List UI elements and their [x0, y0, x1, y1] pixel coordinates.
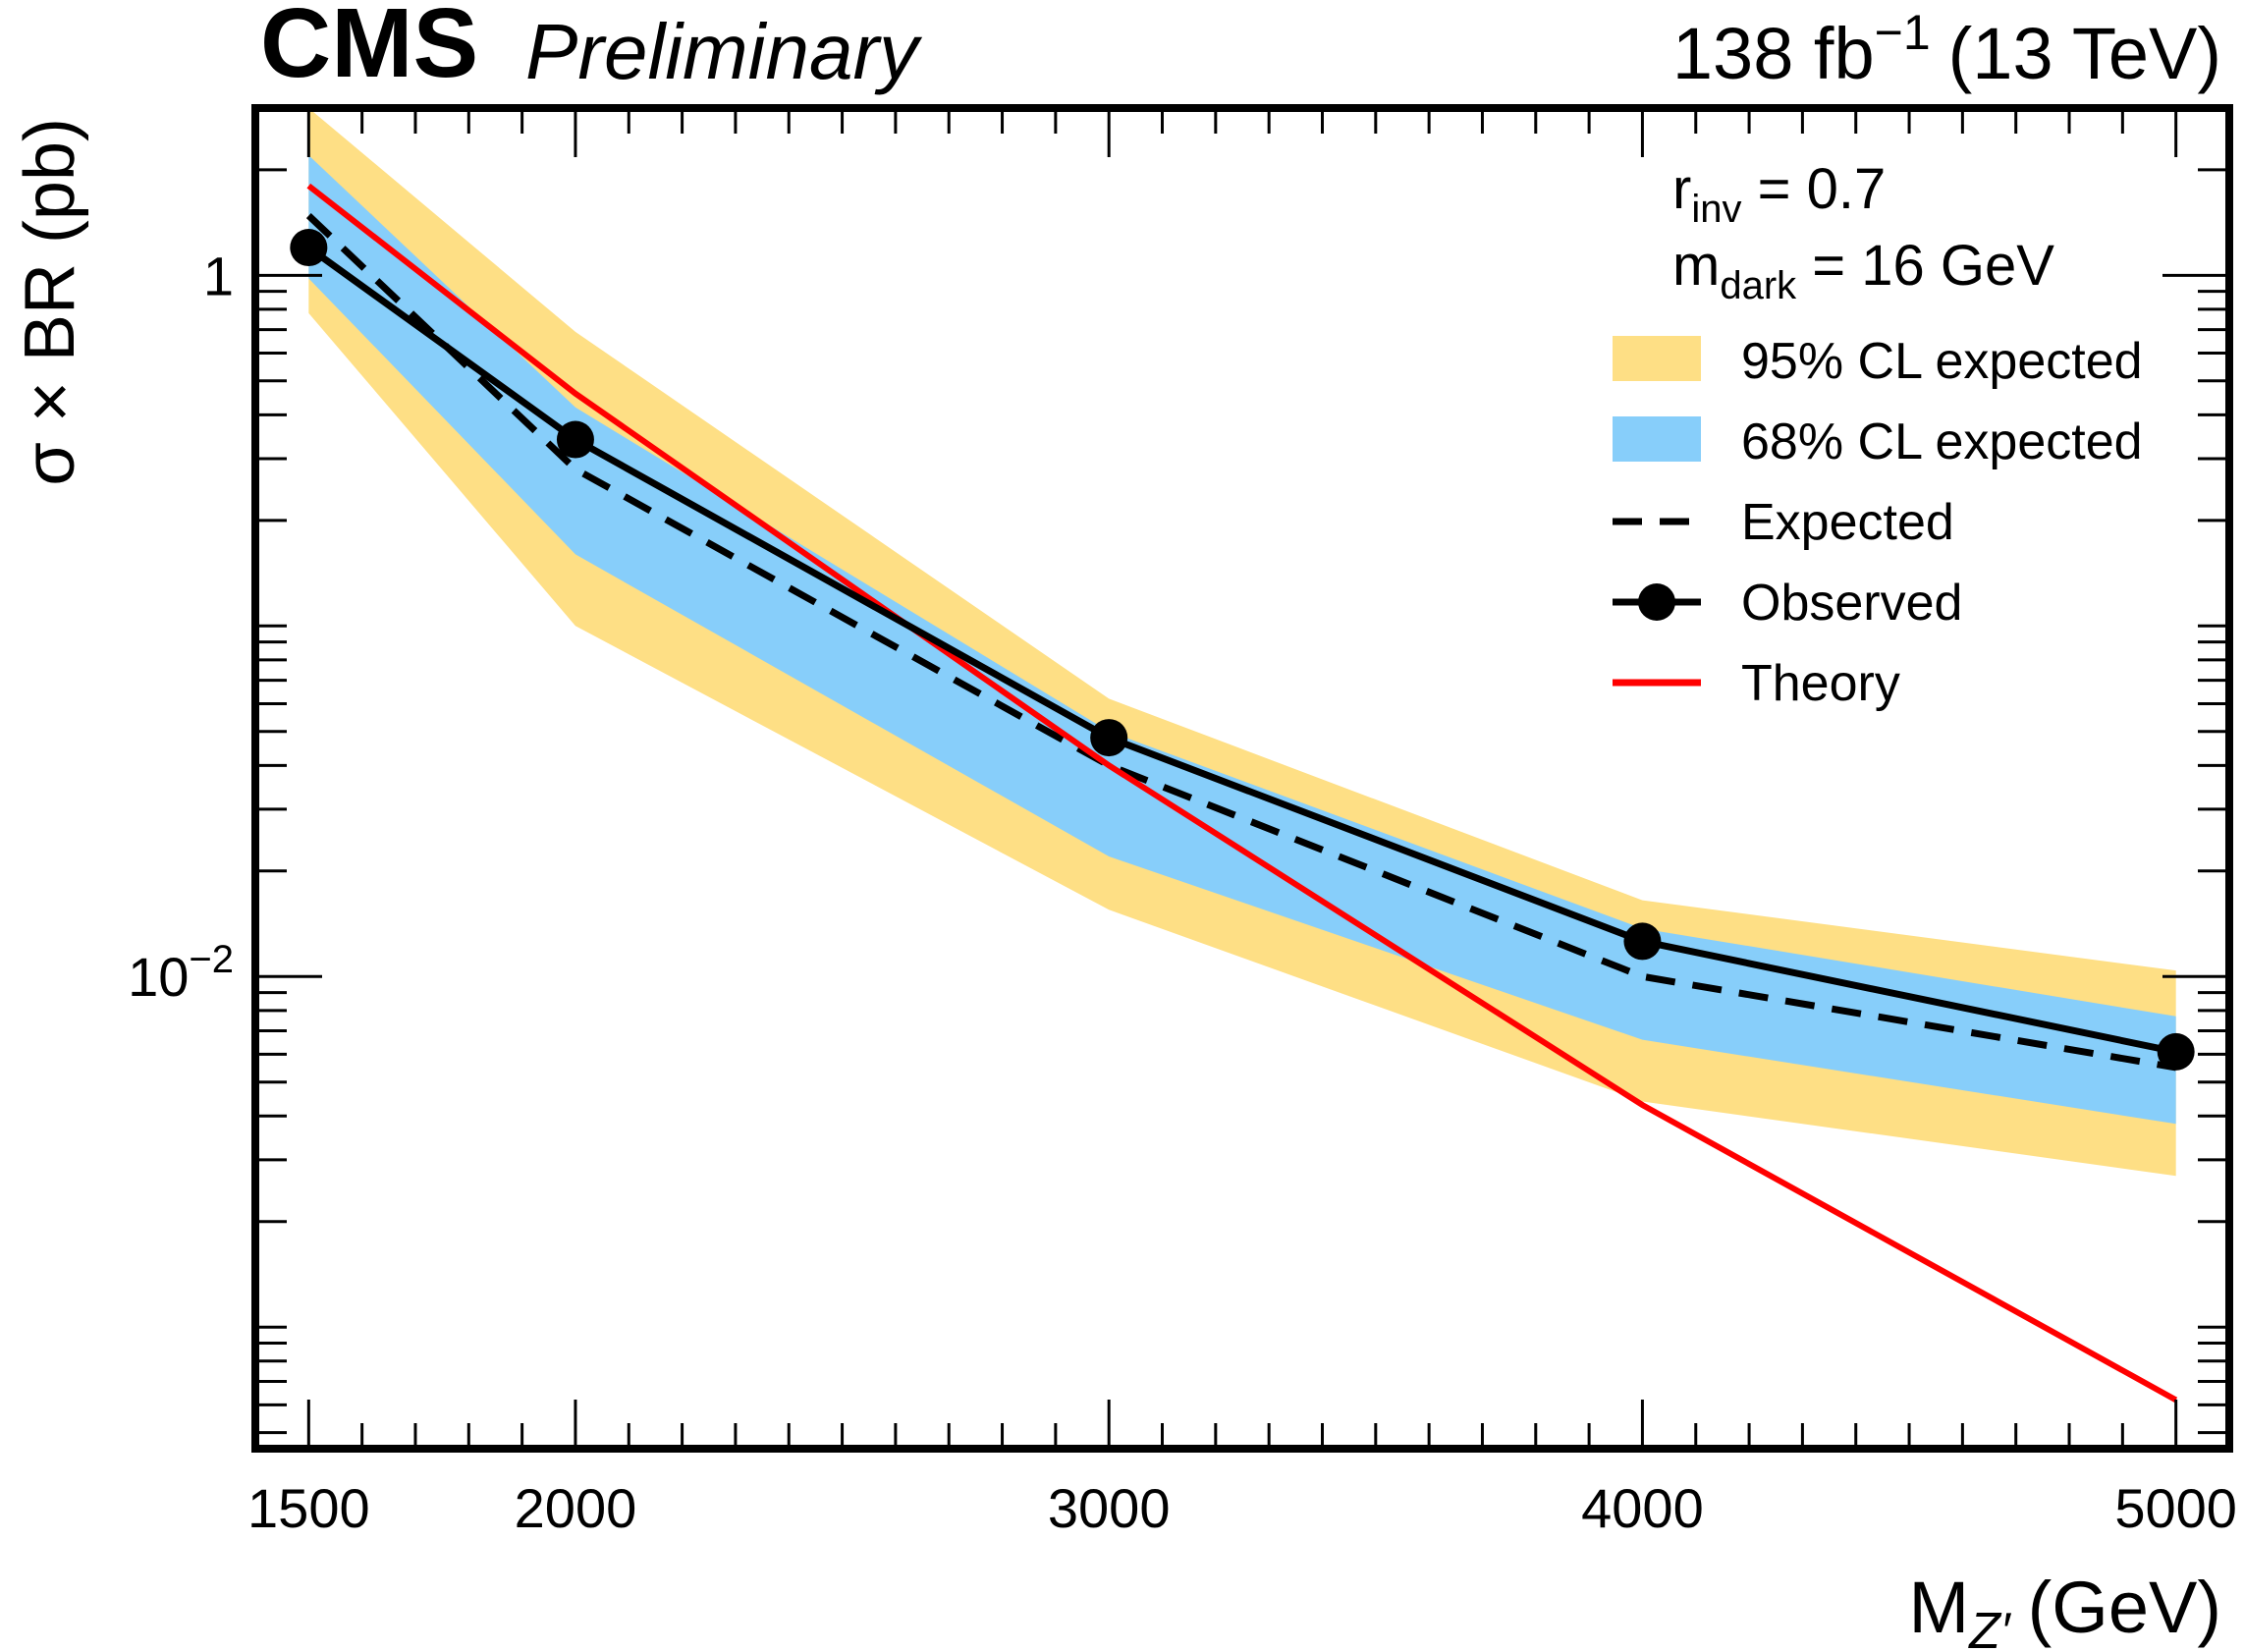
annotation-mdark-sub: dark: [1720, 264, 1797, 307]
plot-frame: [251, 104, 2233, 1453]
annotation-rinv-sub: inv: [1691, 188, 1741, 231]
lumi-exponent: −1: [1875, 5, 1931, 60]
y-tick-label: 1: [203, 245, 234, 306]
preliminary-label: Preliminary: [525, 8, 923, 95]
y-tick-label-base: 10: [128, 946, 189, 1008]
legend-swatch-95: [1613, 336, 1701, 381]
x-tick-label: 2000: [515, 1477, 637, 1539]
legend-swatch-68: [1613, 416, 1701, 462]
expected-line: [305, 213, 2177, 1072]
legend-label-theory: Theory: [1741, 655, 1900, 712]
lumi-value: 138 fb: [1672, 13, 1875, 94]
annotation-mdark-rest: = 16 GeV: [1796, 234, 2054, 298]
observed-point: [290, 229, 328, 267]
theory-line: [306, 183, 2178, 1403]
y-tick-label-base: 1: [203, 245, 234, 306]
y-axis-label: σ × BR (pb): [11, 118, 89, 486]
y-tick-label: 10−2: [128, 938, 234, 1008]
y-tick-label-exponent: −2: [189, 938, 234, 981]
annotation-mdark: mdark = 16 GeV: [1672, 234, 2054, 307]
plot-content: [290, 108, 2195, 1403]
annotation-mdark-main: m: [1672, 234, 1720, 298]
annotation-rinv: rinv = 0.7: [1672, 157, 1886, 231]
x-tick-label: 4000: [1581, 1477, 1704, 1539]
annotation-rinv-rest: = 0.7: [1741, 157, 1886, 221]
observed-point: [1090, 719, 1128, 757]
x-tick-label: 1500: [247, 1477, 370, 1539]
lumi-energy: (13 TeV): [1948, 13, 2221, 94]
x-axis-label-main: M: [1908, 1567, 1969, 1648]
legend-label-expected: Expected: [1741, 494, 1954, 551]
legend-swatch-observed-marker: [1638, 583, 1675, 621]
cms-label: CMS: [260, 0, 478, 98]
legend-label-95: 95% CL expected: [1741, 333, 2143, 390]
observed-point: [2157, 1032, 2195, 1071]
x-tick-label: 5000: [2114, 1477, 2237, 1539]
x-tick-label: 3000: [1048, 1477, 1171, 1539]
luminosity-label: 138 fb−1 (13 TeV): [1672, 5, 2221, 94]
band-68-cl: [308, 155, 2176, 1125]
axes: 1500 2000 3000 4000 5000 1 10−2: [128, 106, 2237, 1539]
legend-label-68: 68% CL expected: [1741, 413, 2143, 470]
x-axis-label: MZ′ (GeV): [1908, 1567, 2221, 1652]
observed-point: [556, 420, 594, 459]
x-axis-label-sub: Z′: [1967, 1603, 2012, 1652]
observed-point: [1623, 922, 1662, 961]
legend-label-observed: Observed: [1741, 575, 1962, 632]
annotation-rinv-main: r: [1672, 157, 1691, 221]
legend: 95% CL expected 68% CL expected Expected…: [1613, 333, 2143, 712]
x-axis-label-unit: (GeV): [2028, 1567, 2221, 1648]
